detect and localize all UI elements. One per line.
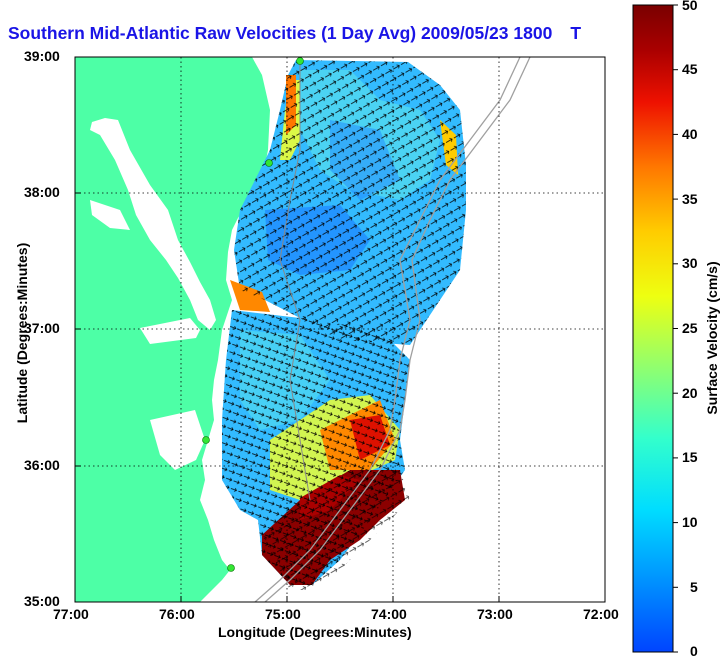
x-tick-label: 73:00 [477, 606, 513, 622]
station-marker [227, 564, 235, 572]
chesapeake-bay [90, 118, 216, 330]
colorbar-label: Surface Velocity (cm/s) [704, 261, 720, 415]
x-tick-label: 77:00 [53, 606, 89, 622]
x-axis-label: Longitude (Degrees:Minutes) [218, 624, 412, 640]
colorbar-tick-label: 50 [682, 0, 698, 13]
x-tick-label: 74:00 [371, 606, 407, 622]
y-tick-label: 37:00 [24, 320, 60, 336]
station-marker [296, 57, 304, 65]
grid [75, 57, 605, 602]
y-axis-label: Latitude (Degrees:Minutes) [14, 242, 30, 424]
bathymetry-contour [254, 57, 521, 602]
station-marker [202, 436, 210, 444]
colorbar-tick-label: 10 [682, 514, 698, 530]
colorbar-tick-label: 5 [690, 579, 698, 595]
y-tick-label: 36:00 [24, 457, 60, 473]
y-tick-label: 38:00 [24, 184, 60, 200]
station-marker [265, 159, 273, 167]
x-tick-label: 76:00 [159, 606, 195, 622]
colorbar-tick-label: 40 [682, 126, 698, 142]
colorbar-tick-label: 30 [682, 255, 698, 271]
x-tick-label: 75:00 [265, 606, 301, 622]
colorbar-tick-label: 35 [682, 191, 698, 207]
x-tick-label: 72:00 [583, 606, 619, 622]
colorbar [632, 4, 674, 653]
colorbar-tick-label: 45 [682, 61, 698, 77]
colorbar-tick-label: 20 [682, 385, 698, 401]
y-tick-label: 35:00 [24, 593, 60, 609]
colorbar-tick-label: 25 [682, 320, 698, 336]
map-title: Southern Mid-Atlantic Raw Velocities (1 … [8, 23, 582, 43]
colorbar-tick-label: 15 [682, 449, 698, 465]
y-tick-label: 39:00 [24, 48, 60, 64]
colorbar-tick-label: 0 [690, 643, 698, 659]
